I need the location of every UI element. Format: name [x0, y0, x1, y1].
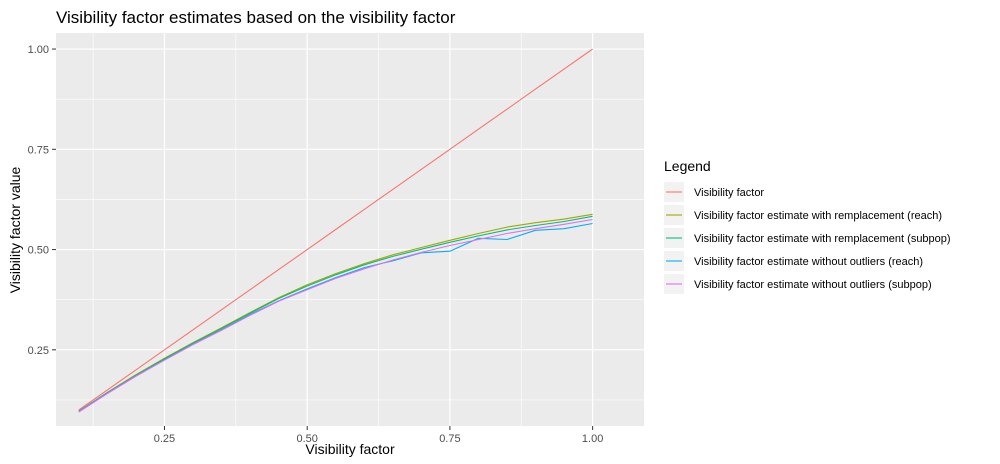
x-axis-title: Visibility factor — [305, 441, 395, 457]
y-tick-label: 0.75 — [28, 144, 49, 156]
legend-label: Visibility factor estimate without outli… — [694, 256, 923, 268]
legend: Legend Visibility factor Visibility facto… — [664, 158, 951, 294]
x-tick-label: 1.00 — [582, 433, 603, 445]
series-line-2 — [78, 213, 593, 412]
legend-label: Visibility factor estimate with remplace… — [694, 233, 951, 245]
legend-label: Visibility factor estimate without outli… — [694, 279, 932, 291]
x-axis: 0.25 0.50 0.75 1.00 — [154, 426, 603, 445]
x-tick-label: 0.25 — [154, 433, 175, 445]
legend-title: Legend — [664, 158, 711, 174]
x-tick-label: 0.50 — [296, 433, 317, 445]
legend-label: Visibility factor — [694, 187, 764, 199]
y-tick-label: 0.25 — [28, 345, 49, 357]
y-axis-title: Visibility factor value — [7, 167, 23, 294]
chart-title: Visibility factor estimates based on the… — [56, 8, 456, 27]
series-lines — [78, 48, 593, 413]
y-axis: 0.25 0.50 0.75 1.00 — [28, 44, 56, 357]
series-line-1 — [78, 48, 593, 411]
x-tick-label: 0.75 — [439, 433, 460, 445]
y-tick-label: 0.50 — [28, 245, 49, 257]
series-line-3 — [78, 215, 593, 412]
legend-label: Visibility factor estimate with remplace… — [694, 210, 942, 222]
series-line-5 — [78, 218, 593, 413]
grid-major — [56, 33, 644, 426]
y-tick-label: 1.00 — [28, 44, 49, 56]
